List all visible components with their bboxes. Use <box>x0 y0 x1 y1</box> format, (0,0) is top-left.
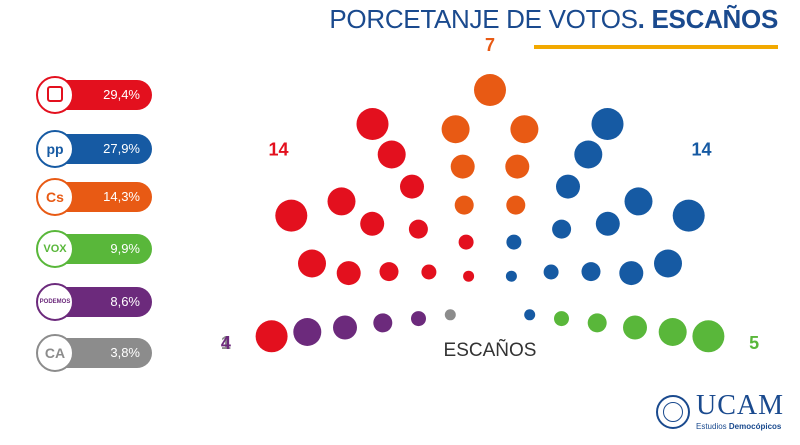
seat-dot <box>556 174 580 199</box>
seat-dot <box>658 318 687 346</box>
seat-dot <box>275 199 308 232</box>
ucam-brand: UCAM Estudios Democópicos <box>656 390 786 438</box>
ucam-subtitle: Estudios Democópicos <box>696 422 782 431</box>
seat-dot <box>360 211 385 236</box>
title-underline <box>534 45 778 49</box>
seat-dot <box>379 262 399 282</box>
seat-dot <box>506 234 522 250</box>
seat-dot <box>506 195 526 215</box>
seat-dot <box>293 318 322 346</box>
seat-dot <box>587 313 607 333</box>
seat-dot <box>624 187 653 216</box>
title-bold: . ESCAÑOS <box>637 4 779 34</box>
page-title: PORCETANJE DE VOTOS. ESCAÑOS <box>329 4 778 35</box>
party-logo-text: pp <box>46 141 64 157</box>
group-seat-label: 14 <box>691 140 711 160</box>
party-row: 9,9% VOX <box>36 230 152 268</box>
party-row: 3,8% CA <box>36 334 152 372</box>
party-percentage: 9,9% <box>110 241 140 256</box>
seat-dot <box>505 154 530 179</box>
seat-dot <box>336 261 361 286</box>
cambiemos-logo-icon: CA <box>36 334 74 372</box>
seat-dot <box>595 211 620 236</box>
party-logo-text: Cs <box>46 189 64 205</box>
party-percentage: 3,8% <box>110 345 140 360</box>
ucam-seal-icon <box>656 395 690 429</box>
cs-logo-icon: Cs <box>36 178 74 216</box>
seat-dot <box>400 174 424 199</box>
seat-dot <box>692 320 725 353</box>
seat-dot <box>581 262 601 282</box>
seat-dot <box>327 187 356 216</box>
seat-dot <box>474 74 506 106</box>
vox-logo-icon: VOX <box>36 230 74 268</box>
seat-dot <box>505 270 517 282</box>
seat-dot <box>441 115 470 144</box>
party-logo-text: CA <box>44 345 66 361</box>
seat-dot <box>421 264 437 280</box>
seat-dot <box>591 108 624 140</box>
seat-dot <box>552 219 572 239</box>
seat-dot <box>574 140 603 169</box>
seat-dot <box>524 309 536 321</box>
seat-dot <box>444 309 456 321</box>
seat-dot <box>408 219 428 239</box>
seat-dot <box>411 311 426 327</box>
seat-dot <box>377 140 406 169</box>
seat-dot <box>255 320 288 353</box>
party-logo-text: PODEMOS <box>39 299 71 305</box>
seat-dot <box>672 199 705 232</box>
party-row: 27,9% pp <box>36 130 152 168</box>
party-row: 14,3% Cs <box>36 178 152 216</box>
group-seat-label: 1 <box>221 333 231 353</box>
group-seat-label: 4 <box>221 333 231 353</box>
party-percentage: 14,3% <box>103 189 140 204</box>
party-logo-text: VOX <box>43 243 67 255</box>
seat-dot <box>619 261 644 286</box>
seat-dot <box>623 315 647 340</box>
party-percentage: 8,6% <box>110 294 140 309</box>
party-percentage: 29,4% <box>103 87 140 102</box>
seat-dot <box>510 115 539 144</box>
ucam-logo-text: UCAM <box>696 390 785 421</box>
center-label: ESCAÑOS <box>444 339 537 361</box>
seat-dot <box>654 249 682 278</box>
party-row: 29,4% <box>36 76 152 114</box>
seat-dot <box>373 313 393 333</box>
group-seat-label: 5 <box>749 333 759 353</box>
party-percentage: 27,9% <box>103 141 140 156</box>
seat-dot <box>356 108 389 140</box>
group-seat-label: 7 <box>485 35 495 55</box>
seat-dot <box>450 154 475 179</box>
pp-logo-icon: pp <box>36 130 74 168</box>
seat-dot <box>543 264 559 280</box>
seat-dot <box>463 270 475 282</box>
podemos-logo-icon: PODEMOS <box>36 283 74 321</box>
title-main: PORCETANJE DE VOTOS <box>329 4 638 34</box>
psoe-rose-fist-icon <box>36 76 74 114</box>
group-seat-label: 14 <box>268 140 288 160</box>
party-row: 8,6% PODEMOS <box>36 283 152 321</box>
seat-dot <box>298 249 326 278</box>
seat-dot <box>454 195 474 215</box>
seat-dot <box>554 311 569 327</box>
seat-dot <box>458 234 474 250</box>
seat-dot <box>333 315 357 340</box>
